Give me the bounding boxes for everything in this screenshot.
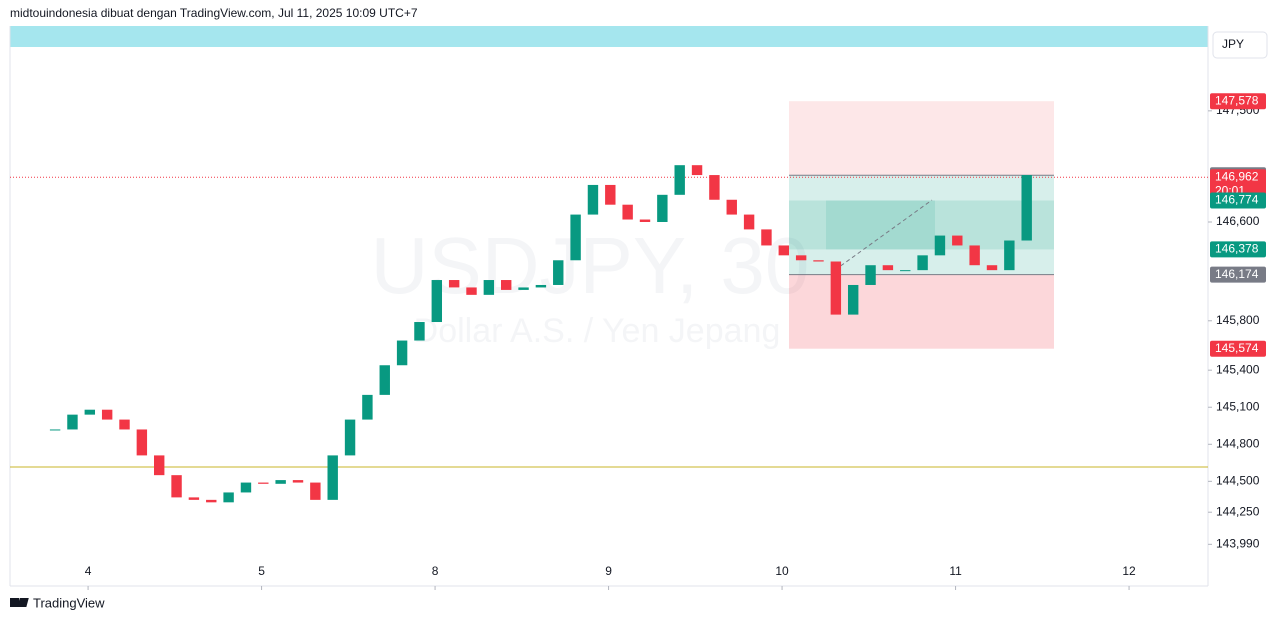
candle: [362, 394, 373, 420]
candle: [466, 287, 477, 295]
candle: [882, 265, 894, 271]
candle: [570, 214, 581, 261]
candle: [934, 235, 946, 256]
candle: [431, 280, 443, 323]
watermark-subtitle: Dollar A.S. / Yen Jepang: [414, 312, 781, 350]
candle: [223, 492, 234, 503]
x-tick-label: 4: [85, 564, 92, 578]
candle: [743, 214, 755, 230]
candle: [986, 265, 998, 271]
candle: [310, 482, 321, 500]
candle: [171, 475, 182, 498]
y-tick-label: 144,500: [1216, 474, 1260, 488]
candle: [379, 365, 390, 395]
candle: [587, 184, 599, 215]
candle: [448, 280, 460, 288]
candle: [188, 497, 200, 500]
candle: [1021, 175, 1032, 241]
x-tick-label: 11: [949, 564, 962, 578]
candle: [969, 245, 980, 266]
y-tick-label: 145,100: [1216, 399, 1260, 413]
candle: [622, 204, 633, 220]
logo: [10, 598, 29, 607]
candle: [639, 219, 651, 222]
candle: [84, 409, 96, 415]
candle: [483, 280, 495, 295]
candle: [1004, 240, 1015, 271]
price-label-box: [1210, 93, 1266, 110]
brand: TradingView: [33, 595, 105, 610]
y-tick-label: 145,800: [1216, 313, 1260, 327]
candle: [396, 340, 408, 366]
candle: [691, 165, 703, 176]
candle: [657, 194, 668, 222]
candle: [553, 260, 564, 285]
candle: [67, 414, 78, 430]
candle: [119, 419, 130, 430]
banner: [10, 26, 1208, 47]
candle: [154, 455, 165, 476]
chart-title: midtouindonesia dibuat dengan TradingVie…: [10, 6, 418, 20]
candle: [535, 284, 547, 288]
candle: [292, 480, 304, 483]
price-label: 146,962: [1215, 169, 1259, 183]
price-label: 146,378: [1215, 242, 1259, 256]
candle: [258, 482, 269, 484]
candle: [709, 175, 720, 200]
currency: JPY: [1222, 37, 1244, 51]
currency-box[interactable]: [1212, 31, 1268, 59]
candle: [136, 429, 148, 456]
candle: [414, 322, 425, 341]
candle: [726, 199, 737, 215]
price-label-box: [1210, 192, 1266, 209]
candle: [240, 482, 252, 493]
x-tick-label: 9: [605, 564, 612, 578]
candle: [674, 165, 685, 195]
y-tick-label: 145,400: [1216, 362, 1260, 376]
candle: [900, 270, 911, 272]
y-tick-label: 146,600: [1216, 214, 1260, 228]
y-tick-label: 143,990: [1216, 536, 1260, 550]
candle: [344, 419, 356, 456]
price-label: 145,574: [1215, 341, 1259, 355]
price-label: 147,578: [1215, 93, 1259, 107]
candle: [327, 455, 338, 500]
price-label-box: [1210, 340, 1266, 357]
price-label: 146,774: [1215, 193, 1259, 207]
x-tick-label: 5: [258, 564, 265, 578]
candle: [865, 265, 876, 285]
candle: [49, 429, 61, 431]
candle: [101, 409, 113, 420]
y-tick-label: 144,800: [1216, 436, 1260, 450]
candle: [813, 260, 824, 262]
x-tick-label: 12: [1122, 564, 1136, 578]
price-label: 146,174: [1215, 267, 1259, 281]
candle: [795, 255, 807, 261]
candle: [500, 280, 512, 290]
loss-zone: [789, 274, 1054, 349]
price-label-box: [1210, 241, 1266, 258]
candle: [275, 480, 286, 484]
x-tick-label: 10: [775, 564, 789, 578]
y-tick-label: 144,250: [1216, 504, 1260, 518]
candle: [518, 287, 529, 290]
watermark: USDJPY, 30: [371, 221, 810, 310]
price-label-box: [1210, 169, 1266, 200]
price-label-box: [1210, 266, 1266, 283]
candle: [917, 255, 928, 271]
candle: [778, 245, 790, 256]
candle: [605, 184, 616, 205]
candle: [830, 261, 842, 315]
candle: [847, 284, 859, 315]
inner-zone: [826, 200, 935, 250]
candle: [761, 229, 772, 246]
candle: [952, 235, 963, 246]
stop-zone: [789, 101, 1054, 176]
x-tick-label: 8: [432, 564, 439, 578]
candle: [206, 499, 217, 503]
trend-line: [834, 199, 933, 271]
